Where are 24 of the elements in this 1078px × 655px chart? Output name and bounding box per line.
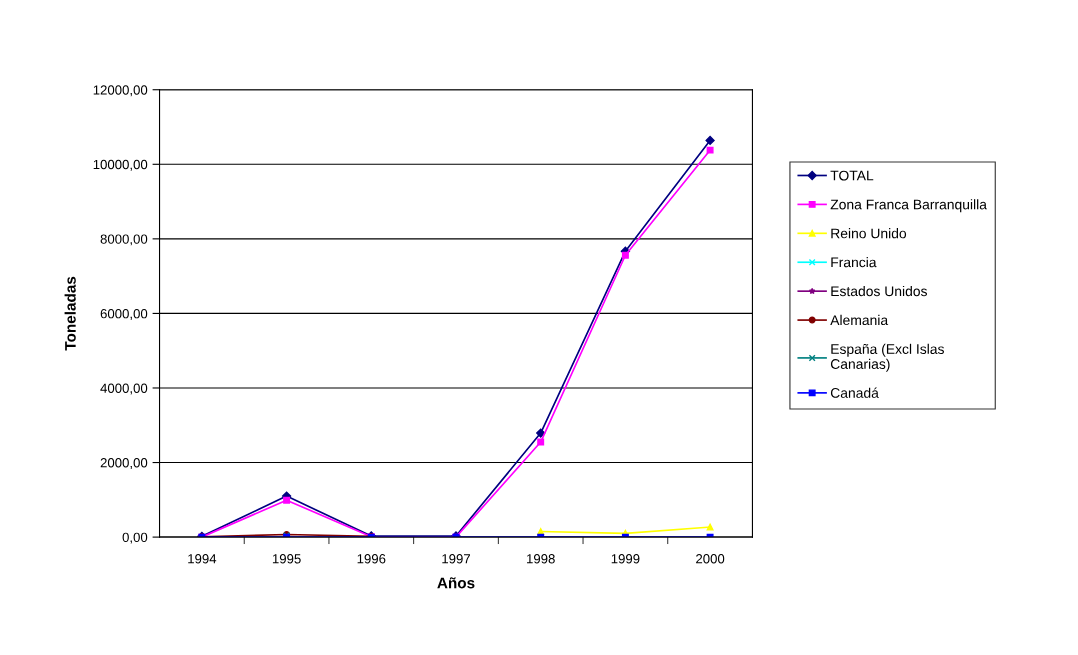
x-tick-label: 1998 [527,554,555,564]
x-tick-label: 1995 [272,554,301,564]
legend-label: Estados Unidos [831,285,927,297]
y-tick-label: 8000,00 [100,234,148,246]
x-tick-label: 1999 [611,554,640,564]
y-tick-label: 10000,00 [93,159,148,171]
x-tick-label: 1996 [357,554,386,564]
x-axis-title: Años [437,577,475,589]
legend-label: TOTAL [830,170,874,181]
x-tick-label: 1994 [188,554,217,564]
legend-label: Zona Franca Barranquilla [830,199,987,213]
y-tick-label: 2000,00 [100,458,148,470]
y-tick-label: 12000,00 [93,85,148,97]
x-tick-label: 2000 [696,554,725,564]
y-tick-label: 6000,00 [100,308,148,320]
y-axis-title: Toneladas [64,276,76,351]
legend-label: España (Excl Islas Canarias) [830,343,944,372]
legend-label: Canadá [830,387,879,398]
y-tick-label: 0,00 [122,532,148,544]
legend-label: Francia [831,257,877,268]
x-tick-label: 1997 [442,554,471,564]
legend-label: Reino Unido [831,228,907,239]
y-tick-label: 4000,00 [100,383,148,395]
legend-label: Alemania [830,314,889,326]
